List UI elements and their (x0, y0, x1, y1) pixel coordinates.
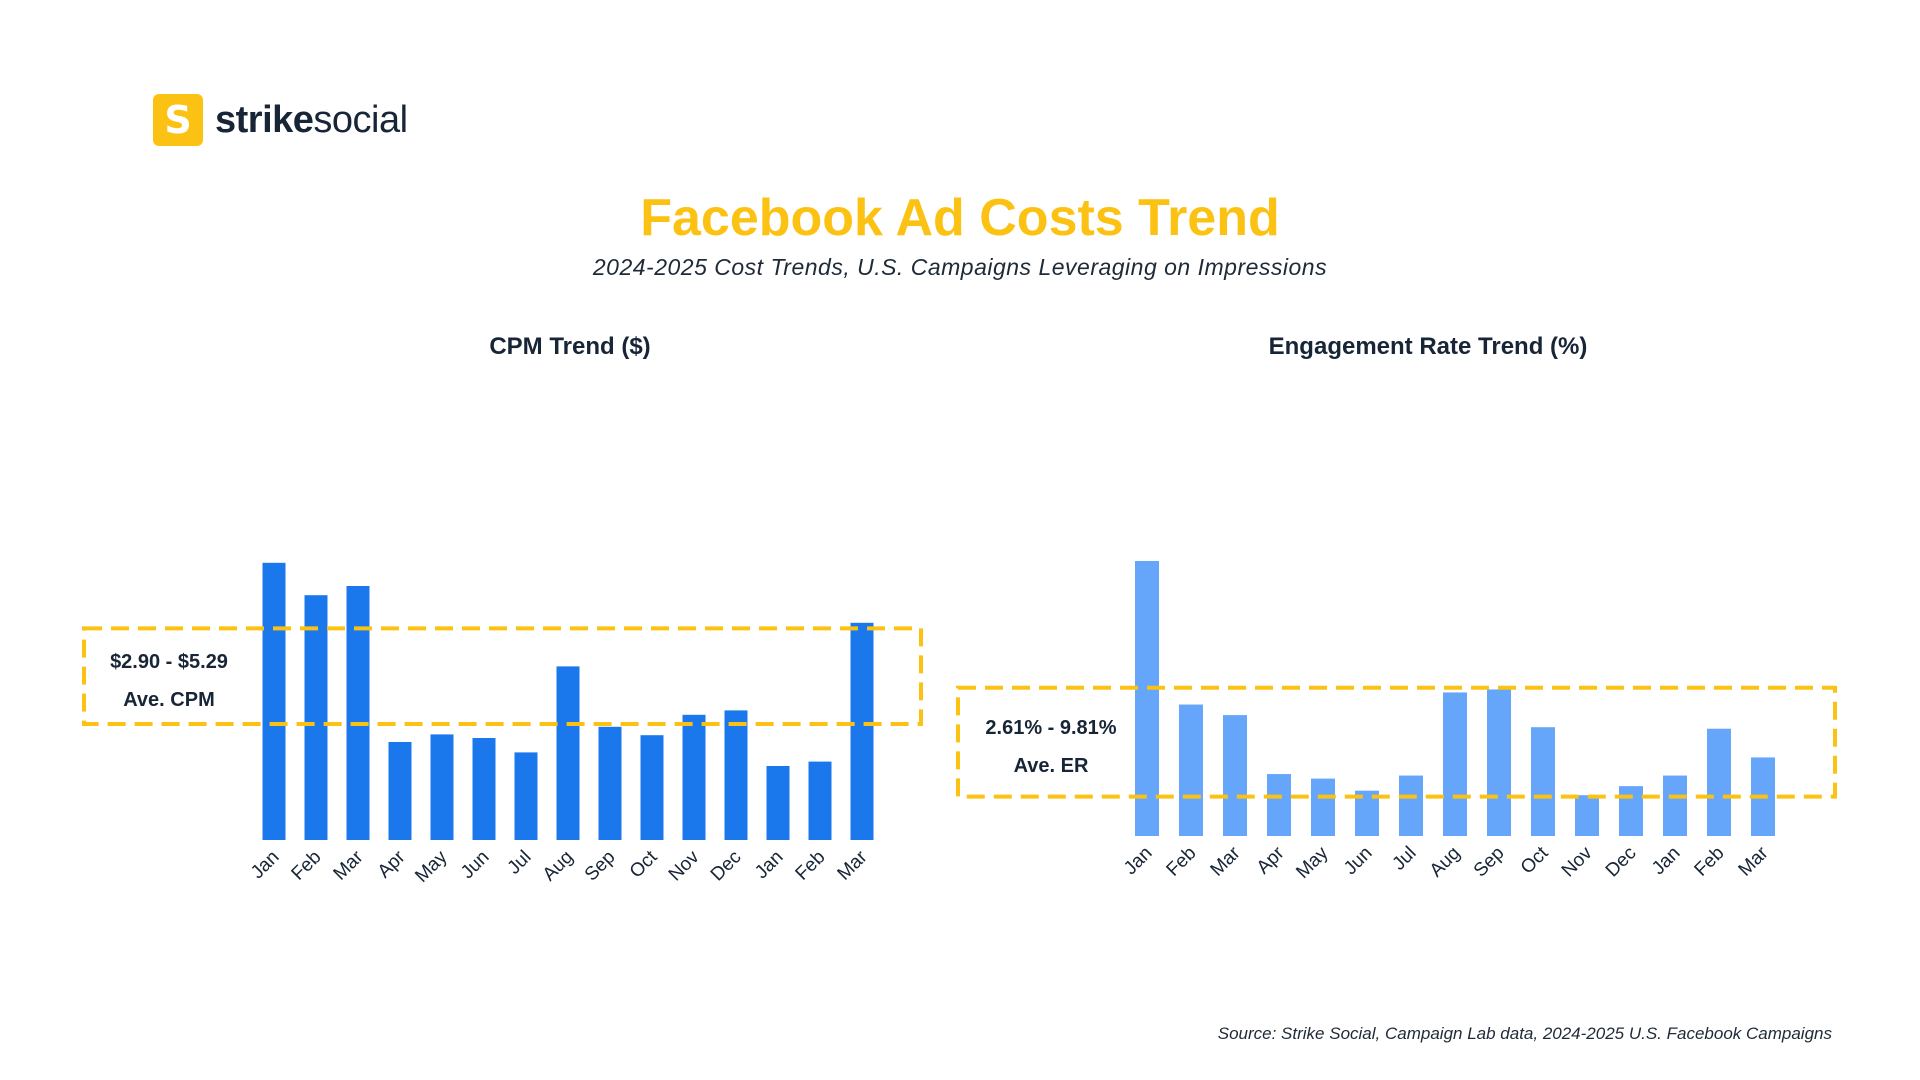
cpm-bar-10 (640, 735, 664, 840)
cpm-x-tick-label: Nov (665, 846, 704, 885)
er-x-tick-label: Sep (1470, 843, 1509, 882)
cpm-x-tick-label: Aug (539, 847, 578, 886)
cpm-bar-6 (472, 738, 496, 840)
cpm-bar-9 (598, 726, 622, 840)
cpm-x-tick-label: Jul (504, 847, 536, 879)
strike-social-logo-icon: S (153, 94, 203, 146)
source-note: Source: Strike Social, Campaign Lab data… (1217, 1024, 1832, 1043)
cpm-x-tick-label: Oct (626, 846, 662, 882)
brand-name-bold: strike (215, 98, 314, 141)
cpm-x-tick-label: Sep (581, 847, 620, 886)
cpm-bar-3 (346, 586, 370, 840)
er-x-tick-label: Mar (1735, 842, 1773, 880)
cpm-x-tick-label: Dec (707, 847, 746, 886)
er-bar-8 (1443, 692, 1467, 836)
er-bar-2 (1179, 704, 1203, 836)
er-x-tick-label: Apr (1253, 842, 1289, 878)
cpm-x-tick-label: Apr (374, 846, 410, 882)
cpm-x-tick-label: Jan (751, 847, 788, 884)
er-x-tick-label: Jan (1120, 843, 1157, 880)
cpm-bar-11 (682, 714, 706, 840)
er-average-range-box (956, 685, 1837, 799)
er-x-tick-label: Jul (1389, 843, 1421, 875)
cpm-chart-title: CPM Trend ($) (489, 333, 650, 360)
cpm-bar-2 (304, 595, 328, 840)
er-bar-7 (1399, 775, 1423, 836)
cpm-bar-1 (262, 562, 286, 840)
er-x-tick-label: Feb (1163, 843, 1201, 881)
cpm-bar-5 (430, 734, 454, 840)
er-chart-title: Engagement Rate Trend (%) (1269, 333, 1588, 360)
er-x-tick-label: Jun (1340, 843, 1377, 880)
cpm-bar-13 (766, 766, 790, 840)
er-x-tick-label: Jan (1648, 843, 1685, 880)
er-bar-11 (1575, 795, 1599, 836)
er-bar-9 (1487, 689, 1511, 836)
brand-wordmark: strikesocial (215, 99, 408, 142)
page-title: Facebook Ad Costs Trend (640, 189, 1280, 247)
er-bar-3 (1223, 715, 1247, 836)
cpm-x-tick-label: Feb (792, 847, 830, 885)
er-x-tick-label: Mar (1207, 842, 1245, 880)
er-bar-14 (1707, 728, 1731, 836)
er-x-tick-label: Aug (1426, 843, 1465, 882)
er-bar-4 (1267, 774, 1291, 836)
brand-logo: S strikesocial (153, 94, 408, 146)
er-x-tick-label: Oct (1517, 842, 1553, 878)
cpm-bar-7 (514, 752, 538, 840)
er-bar-5 (1311, 778, 1335, 836)
cpm-x-tick-label: Jan (247, 847, 284, 884)
er-bar-13 (1663, 775, 1687, 836)
er-x-tick-label: Feb (1691, 843, 1729, 881)
cpm-x-tick-label: Feb (288, 847, 326, 885)
er-x-tick-label: Nov (1558, 842, 1597, 881)
cpm-bar-4 (388, 742, 412, 840)
cpm-x-tick-label: Mar (834, 846, 872, 884)
page-subtitle: 2024-2025 Cost Trends, U.S. Campaigns Le… (592, 254, 1328, 280)
brand-name-light: social (313, 98, 408, 141)
cpm-bar-12 (724, 710, 748, 840)
cpm-range-label: $2.90 - $5.29 (110, 651, 228, 673)
er-x-tick-label: Dec (1602, 843, 1641, 882)
er-x-tick-label: May (1292, 842, 1333, 883)
cpm-bar-14 (808, 761, 832, 840)
cpm-bar-8 (556, 666, 580, 840)
cpm-x-tick-label: Mar (330, 846, 368, 884)
cpm-x-tick-label: May (411, 846, 452, 887)
er-bar-12 (1619, 786, 1643, 836)
er-range-label: 2.61% - 9.81% (985, 717, 1116, 739)
er-range-caption: Ave. ER (1014, 755, 1089, 777)
cpm-bar-15 (850, 622, 874, 840)
er-bar-10 (1531, 727, 1555, 836)
cpm-x-tick-label: Jun (457, 847, 494, 884)
cpm-average-range-box (82, 626, 923, 727)
er-bar-1 (1135, 561, 1159, 836)
cpm-range-caption: Ave. CPM (123, 689, 215, 711)
